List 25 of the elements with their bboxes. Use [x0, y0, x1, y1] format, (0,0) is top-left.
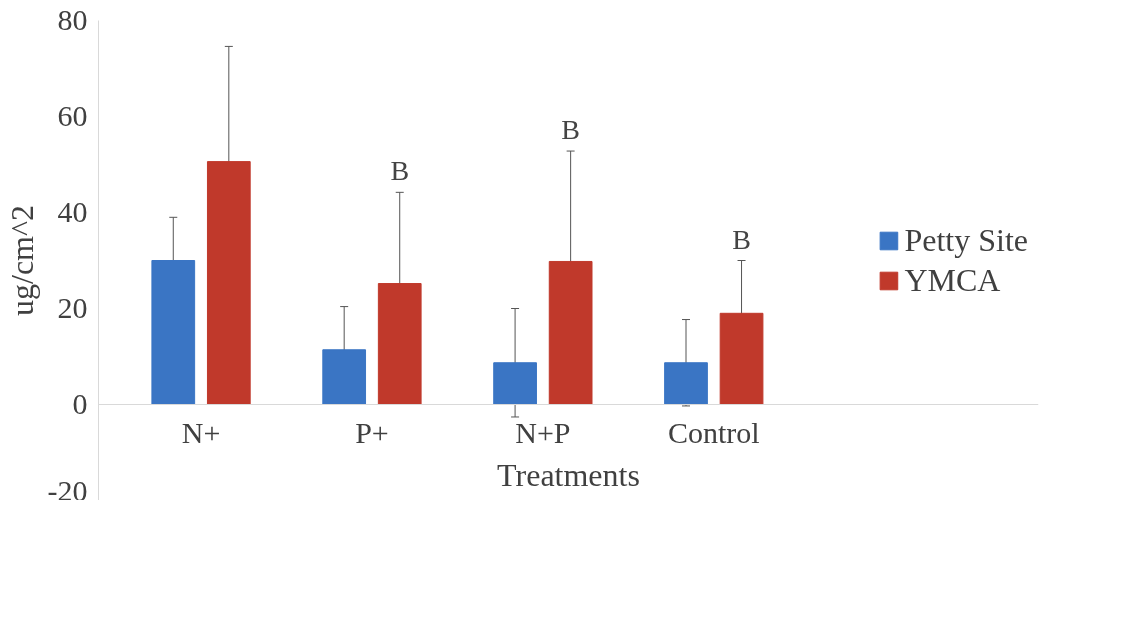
- bar: [493, 362, 537, 405]
- y-tick-label: 20: [57, 291, 88, 324]
- y-tick-label: -20: [47, 473, 88, 507]
- x-tick-label: N+P: [515, 415, 571, 449]
- y-axis-title: ug/cm^2: [3, 205, 40, 316]
- x-tick-label: N+: [181, 415, 221, 449]
- x-tick-label: P+: [355, 415, 389, 449]
- legend-label: YMCA: [904, 261, 1001, 299]
- annotation: B: [561, 114, 580, 146]
- y-tick-label: 0: [72, 387, 88, 420]
- bar: [322, 349, 367, 405]
- bar: [377, 283, 422, 405]
- bar: [151, 260, 196, 405]
- x-tick-label: Control: [667, 415, 760, 449]
- bar: [548, 260, 593, 405]
- bar: [719, 312, 764, 405]
- bar: [664, 362, 708, 405]
- annotation: B: [732, 223, 751, 255]
- x-axis-title: Treatments: [497, 456, 640, 493]
- annotation: B: [390, 155, 410, 187]
- y-tick-label: 80: [57, 3, 88, 36]
- y-tick-label: 60: [57, 99, 88, 132]
- legend-label: Petty Site: [904, 221, 1028, 259]
- bar: [206, 161, 251, 405]
- y-tick-label: 40: [57, 195, 88, 228]
